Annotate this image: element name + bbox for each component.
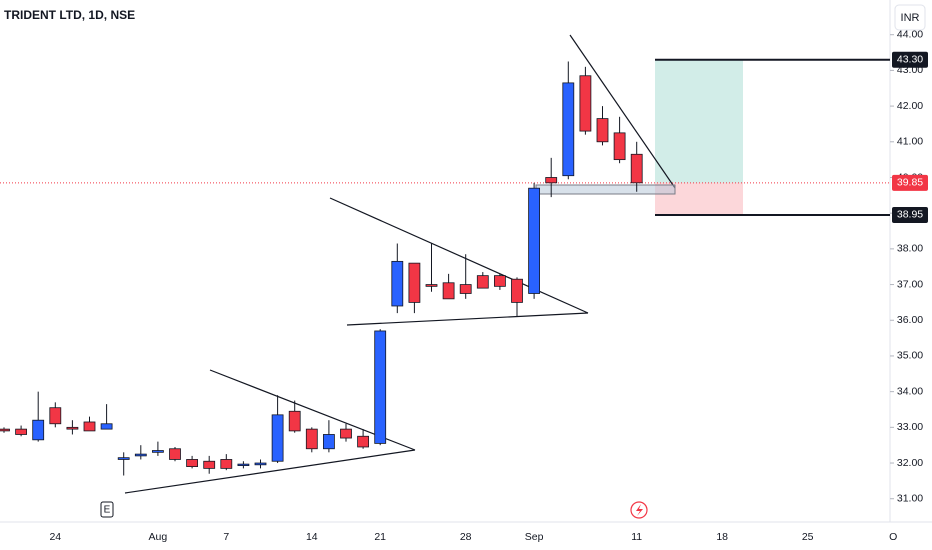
- target-price-label: 43.30: [897, 53, 923, 65]
- candle-body: [459, 284, 472, 294]
- trend-lines: [124, 34, 676, 494]
- x-tick-label: 21: [374, 531, 386, 543]
- candle-body: [100, 423, 113, 430]
- candle-body: [425, 284, 438, 287]
- candle-body: [15, 428, 28, 435]
- candle-body: [493, 275, 506, 287]
- stop-price-label: 38.95: [897, 209, 923, 221]
- candle-body: [271, 414, 284, 462]
- stop-price-tag: [892, 206, 928, 223]
- candle-body: [357, 435, 370, 448]
- x-tick-label: 18: [716, 531, 728, 543]
- candle-body: [254, 462, 267, 466]
- candle-body: [545, 177, 558, 184]
- candle-body: [288, 410, 301, 432]
- y-tick-label: 31.00: [897, 493, 923, 505]
- candle-body: [203, 460, 216, 469]
- plot-area: [0, 59, 890, 215]
- candle-body: [511, 278, 523, 303]
- candle-body: [237, 463, 250, 467]
- y-tick-label: 32.00: [897, 457, 923, 469]
- currency-button[interactable]: [894, 4, 926, 31]
- y-tick-label: 34.00: [897, 385, 923, 397]
- x-tick-label: O: [889, 531, 897, 543]
- y-tick-label: 35.00: [897, 350, 923, 362]
- candle-body: [186, 459, 199, 467]
- y-tick-label: 38.00: [897, 243, 923, 255]
- candle-body: [117, 457, 130, 460]
- y-tick-label: 42.00: [897, 100, 923, 112]
- x-tick-label: 7: [223, 531, 229, 543]
- chart-title: TRIDENT LTD, 1D, NSE: [4, 8, 135, 22]
- x-tick-label: Sep: [525, 531, 544, 543]
- x-tick-label: 24: [49, 531, 61, 543]
- candle-body: [340, 428, 352, 439]
- trend-line: [346, 312, 589, 326]
- currency-label: INR: [901, 12, 920, 24]
- candle-body: [596, 118, 609, 143]
- target-price-tag: [892, 51, 928, 68]
- event-marker: E: [104, 505, 111, 516]
- dividend-icon-bolt: [636, 504, 643, 516]
- candle-body: [151, 450, 164, 453]
- trend-line: [124, 449, 416, 494]
- candle-body: [322, 434, 335, 450]
- candle-body: [83, 421, 96, 432]
- entry-price-label: 39.85: [897, 177, 923, 189]
- candle-body: [579, 75, 592, 132]
- y-tick-label: 44.00: [897, 28, 923, 40]
- candle-body: [476, 275, 489, 289]
- candle-body: [442, 282, 455, 300]
- x-tick-label: 25: [802, 531, 814, 543]
- x-tick-label: 28: [460, 531, 472, 543]
- zone-box: [535, 184, 676, 195]
- target-zone: [655, 59, 743, 183]
- candle-body: [32, 419, 45, 441]
- x-tick-label: 14: [306, 531, 318, 543]
- y-tick-label: 36.00: [897, 314, 923, 326]
- y-tick-label: 37.00: [897, 278, 923, 290]
- trend-line: [569, 34, 676, 189]
- y-tick-label: 41.00: [897, 136, 923, 148]
- event-marker-box[interactable]: [100, 501, 114, 518]
- entry-price-tag: [892, 174, 928, 191]
- candle-body: [220, 459, 233, 469]
- trend-line: [329, 197, 589, 314]
- x-tick-label: Aug: [149, 531, 168, 543]
- candle-body: [169, 448, 181, 460]
- candle-body: [134, 453, 147, 457]
- candle-body: [408, 262, 421, 303]
- y-tick-label: 33.00: [897, 421, 923, 433]
- candle-body: [613, 132, 626, 161]
- candle-body: [66, 426, 79, 430]
- candle-body: [562, 82, 575, 177]
- candle-body: [528, 187, 540, 294]
- candle-body: [630, 153, 643, 184]
- candle-body: [0, 428, 10, 432]
- candle-body: [305, 428, 318, 450]
- x-tick-label: 11: [631, 531, 642, 543]
- candle-body: [374, 330, 387, 444]
- candle-body: [391, 260, 404, 307]
- candle-body: [49, 407, 62, 425]
